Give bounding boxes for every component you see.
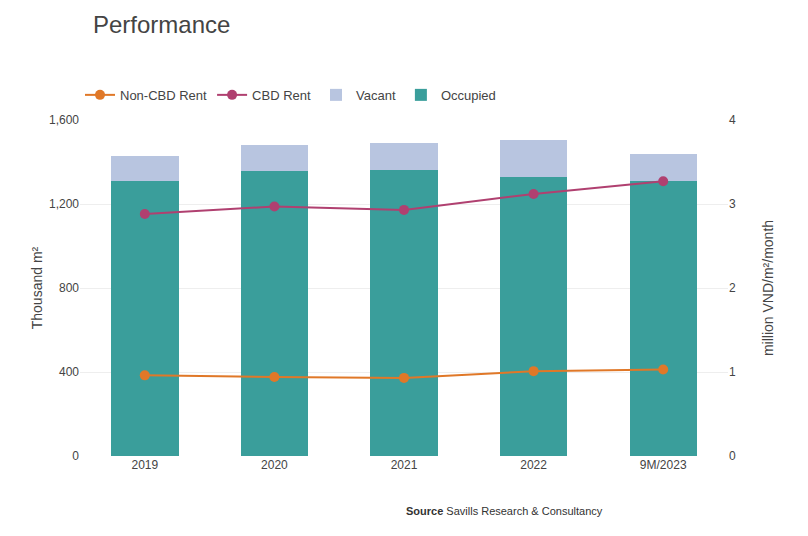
svg-text:2019: 2019 [131,458,158,472]
svg-text:2020: 2020 [261,458,288,472]
svg-text:Vacant: Vacant [356,88,396,103]
svg-text:million VND/m²/month: million VND/m²/month [760,220,776,356]
svg-text:2: 2 [729,281,736,295]
svg-text:1,600: 1,600 [49,113,79,127]
svg-text:1,200: 1,200 [49,197,79,211]
svg-text:4: 4 [729,113,736,127]
svg-text:Performance: Performance [93,11,230,38]
svg-text:1: 1 [729,365,736,379]
svg-text:Source Savills Research & Cons: Source Savills Research & Consultancy [406,505,603,517]
svg-text:Thousand m²: Thousand m² [29,246,45,329]
svg-text:2022: 2022 [520,458,547,472]
svg-text:0: 0 [729,449,736,463]
svg-text:400: 400 [59,365,79,379]
svg-text:800: 800 [59,281,79,295]
svg-text:Non-CBD Rent: Non-CBD Rent [120,88,207,103]
svg-text:3: 3 [729,197,736,211]
svg-text:Occupied: Occupied [441,88,496,103]
svg-text:9M/2023: 9M/2023 [640,458,687,472]
svg-text:CBD Rent: CBD Rent [252,88,311,103]
svg-text:0: 0 [72,449,79,463]
svg-text:2021: 2021 [391,458,418,472]
